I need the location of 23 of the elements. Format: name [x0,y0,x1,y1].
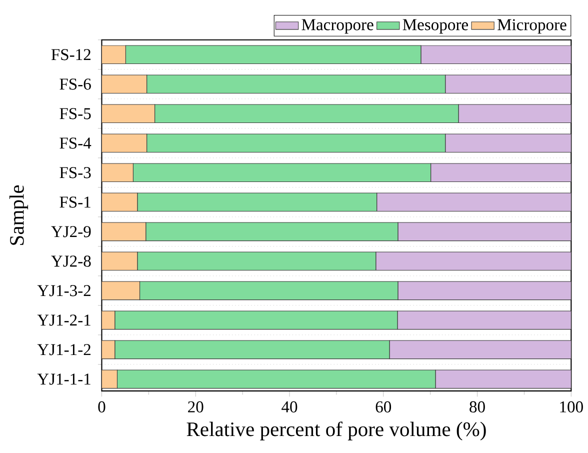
y-tick-label: YJ1-1-2 [37,344,90,356]
x-tick-label: 80 [470,401,485,413]
x-tick-label: 20 [188,401,204,413]
y-tick-label: YJ1-3-2 [37,285,90,296]
x-tick-label: 100 [560,401,583,413]
x-axis-title: Relative percent of pore volume (%) [186,422,486,440]
y-tick-label: FS-5 [60,108,91,120]
y-tick-label: FS-4 [60,138,92,149]
y-tick-label: YJ1-1-1 [37,374,90,385]
y-tick-label: YJ1-2-1 [37,314,90,326]
y-axis-title: Sample [9,185,28,245]
x-tick-label: 40 [282,401,298,413]
x-tick-label: 0 [98,401,106,413]
legend-label: Micropore [498,19,566,34]
y-tick-label: YJ2-9 [51,226,91,238]
x-tick-label: 60 [376,401,392,413]
legend-label: Macropore [302,19,374,34]
y-tick-label: FS-1 [60,196,90,208]
y-tick-label: FS-3 [60,167,91,178]
legend-label: Mesopore [402,19,468,34]
y-tick-label: FS-12 [51,49,90,60]
y-tick-label: FS-6 [60,78,91,90]
y-tick-label: YJ2-8 [51,256,91,267]
